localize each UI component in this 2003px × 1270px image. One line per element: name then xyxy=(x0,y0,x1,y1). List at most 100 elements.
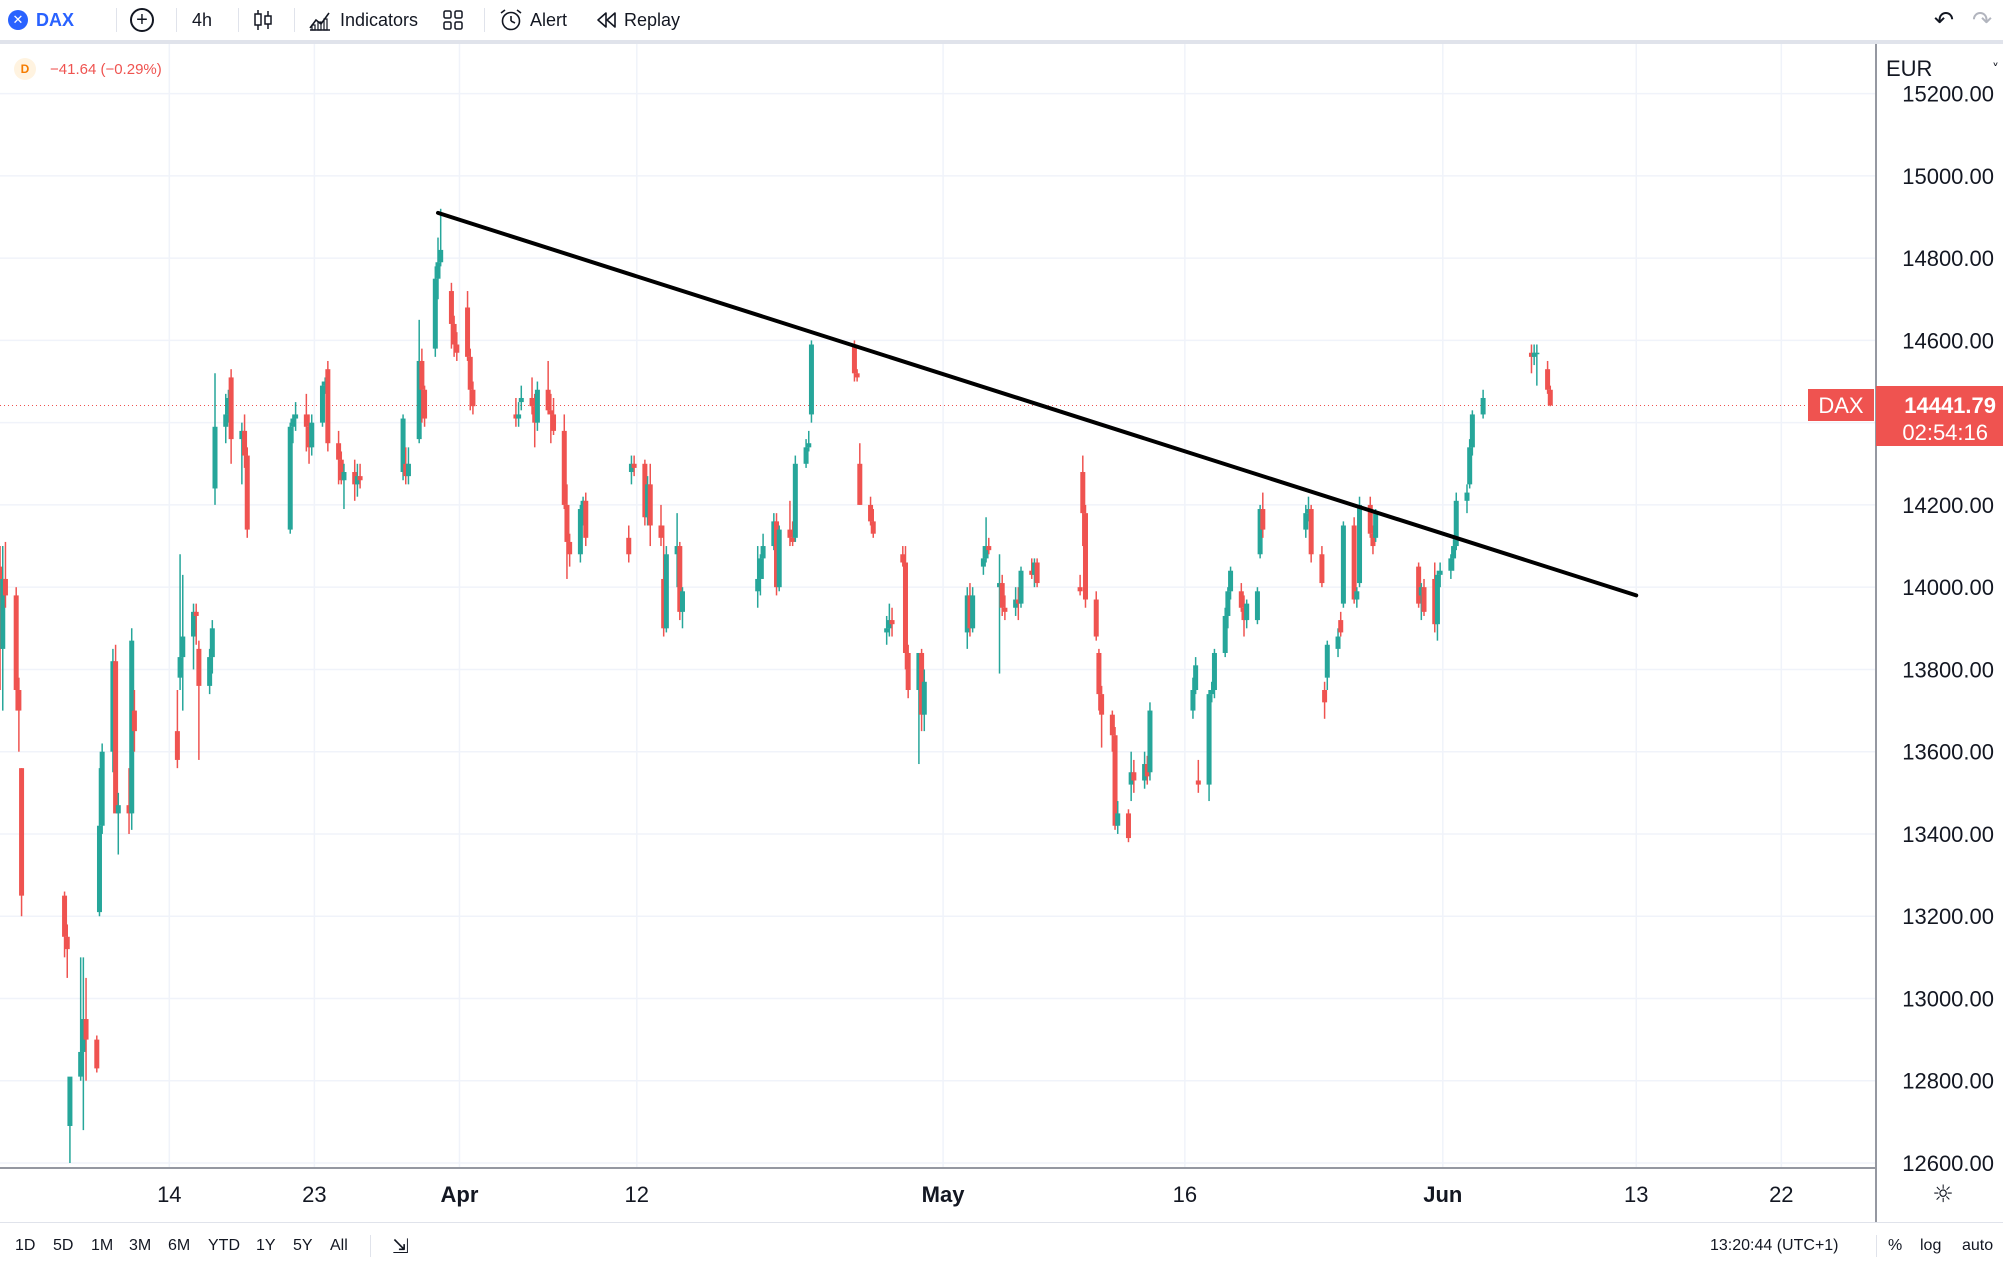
candle-up xyxy=(1464,484,1470,514)
candle-up xyxy=(921,669,927,732)
candle-down xyxy=(532,393,538,448)
price-axis[interactable]: 12600.00 12800.00 13000.00 13200.00 13400.00… xyxy=(1902,82,1994,1176)
interval-selector[interactable]: 4h xyxy=(192,0,212,40)
candle-down xyxy=(62,891,68,958)
range-1m[interactable]: 1M xyxy=(91,1237,114,1254)
percent-toggle[interactable]: % xyxy=(1888,1237,1903,1254)
candle-body xyxy=(792,463,798,538)
candle-down xyxy=(1370,525,1376,555)
candle-down xyxy=(1238,583,1244,612)
candle-down xyxy=(1015,587,1021,621)
candle-body xyxy=(905,652,911,691)
symbol-tag-bg xyxy=(1808,389,1874,421)
range-5d[interactable]: 5D xyxy=(53,1237,74,1254)
candle-down xyxy=(325,360,331,452)
replay-button[interactable]: Replay xyxy=(596,0,680,40)
candle-down xyxy=(1002,595,1008,621)
candle-up xyxy=(1209,681,1215,703)
time-axis[interactable]: 14 23 Apr 12 May 16 Jun 13 22 xyxy=(157,1182,1793,1207)
candle-body xyxy=(1464,492,1470,501)
candle-up xyxy=(1254,587,1260,625)
candle-body xyxy=(1225,591,1231,616)
undo-icon: ↶ xyxy=(1934,6,1955,34)
candle-down xyxy=(1029,558,1035,579)
candle-down xyxy=(647,463,653,547)
layouts-button[interactable] xyxy=(442,0,464,40)
go-to-date-icon[interactable]: ⇲ xyxy=(392,1236,409,1258)
clock-timezone[interactable]: 13:20:44 (UTC+1) xyxy=(1710,1237,1839,1254)
price-tick-label: 13200.00 xyxy=(1902,904,1994,929)
candle-up xyxy=(207,648,213,695)
trend-line[interactable] xyxy=(435,210,1639,598)
candle-up xyxy=(964,587,970,649)
candle-down xyxy=(454,332,460,361)
candle-body xyxy=(1018,570,1024,604)
candle-down xyxy=(545,360,551,415)
candle-body xyxy=(2,578,8,596)
range-ytd[interactable]: YTD xyxy=(208,1237,240,1254)
candle-up xyxy=(191,603,197,670)
auto-toggle[interactable]: auto xyxy=(1962,1237,1994,1254)
candle-body xyxy=(1228,570,1234,592)
candle-body xyxy=(790,537,796,542)
bottom-divider xyxy=(370,1235,371,1257)
candle-up xyxy=(983,517,989,563)
candle-body xyxy=(465,307,471,357)
redo-button[interactable]: ↷ xyxy=(1972,0,1992,40)
candle-down xyxy=(1547,385,1553,407)
compare-button[interactable]: + xyxy=(130,0,154,40)
candle-body xyxy=(551,414,557,431)
candle-body xyxy=(357,476,363,481)
alert-button[interactable]: Alert xyxy=(498,0,567,40)
range-6m[interactable]: 6M xyxy=(168,1237,191,1254)
alert-label: Alert xyxy=(530,9,568,30)
candle-body xyxy=(787,529,793,538)
candle-body xyxy=(986,546,992,551)
candle-down xyxy=(1093,591,1099,641)
candle-down xyxy=(1077,574,1083,596)
candle-body xyxy=(663,554,669,629)
candle-body xyxy=(771,521,777,547)
chart-settings-icon[interactable]: ☼ xyxy=(1932,1180,1954,1208)
symbol-selector[interactable]: ✕ DAX xyxy=(8,0,74,40)
candle-body xyxy=(1109,714,1115,736)
undo-button[interactable]: ↶ xyxy=(1934,0,1954,40)
range-3m[interactable]: 3M xyxy=(129,1237,152,1254)
candle-down xyxy=(64,924,70,978)
range-5y[interactable]: 5Y xyxy=(293,1237,313,1254)
candle-body xyxy=(325,369,331,444)
candle-up xyxy=(1534,344,1540,386)
currency-selector[interactable]: EUR ˅ xyxy=(1878,52,2003,84)
candle-down xyxy=(1322,681,1328,719)
candle-down xyxy=(868,496,874,526)
candle-up xyxy=(980,546,986,575)
candle-body xyxy=(755,578,761,592)
candle-body xyxy=(518,397,524,403)
price-chart[interactable]: 12600.00 12800.00 13000.00 13200.00 13400.00… xyxy=(0,44,2003,1222)
candle-up xyxy=(1480,389,1486,419)
range-all[interactable]: All xyxy=(330,1237,348,1254)
candle-body xyxy=(658,525,664,538)
candle-up xyxy=(1305,496,1311,522)
candle-down xyxy=(513,397,519,427)
log-toggle[interactable]: log xyxy=(1920,1237,1942,1254)
dividend-badge[interactable]: D xyxy=(14,58,36,80)
price-tick-label: 14200.00 xyxy=(1902,493,1994,518)
candle-body xyxy=(1211,652,1217,691)
candle-down xyxy=(16,677,22,752)
candle-body xyxy=(580,500,586,510)
time-tick-label: Jun xyxy=(1423,1182,1462,1207)
candle-up xyxy=(886,603,892,637)
candle-body xyxy=(534,389,540,423)
range-1y[interactable]: 1Y xyxy=(256,1237,276,1254)
candle-body xyxy=(803,447,809,464)
candle-up xyxy=(309,414,315,456)
candle-body xyxy=(983,546,989,559)
candle-body xyxy=(448,291,454,324)
candle-body xyxy=(1469,414,1475,448)
indicators-button[interactable]: Indicators xyxy=(308,0,418,40)
chart-type-button[interactable] xyxy=(252,0,274,40)
candle-down xyxy=(244,447,250,538)
range-1d[interactable]: 1D xyxy=(15,1237,36,1254)
candle-body xyxy=(677,546,683,612)
